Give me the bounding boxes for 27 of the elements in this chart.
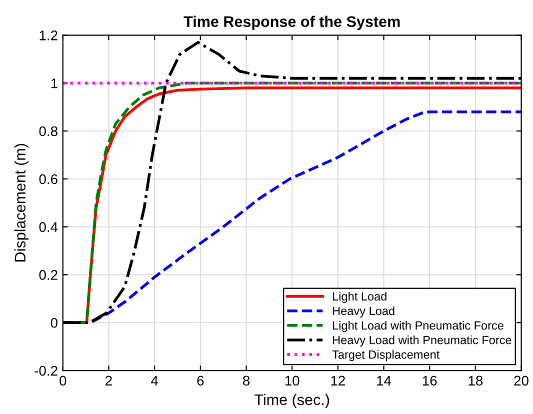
- x-tick-label: 16: [422, 376, 437, 386]
- x-axis-title: Time (sec.): [254, 394, 330, 408]
- y-tick-label: 0.8: [39, 126, 58, 136]
- y-tick-label: -0.2: [34, 366, 58, 376]
- x-tick-label: 0: [60, 376, 66, 386]
- x-tick-label: 12: [331, 376, 345, 386]
- x-tick-label: 14: [377, 376, 392, 386]
- y-tick-label: 1: [51, 78, 58, 88]
- legend-label: Heavy Load with Pneumatic Force: [333, 336, 512, 347]
- y-tick-label: 0: [50, 318, 58, 328]
- y-tick-label: 0.4: [39, 222, 58, 232]
- x-tick-label: 2: [106, 376, 112, 386]
- legend-label: Light Load: [333, 292, 386, 303]
- legend-label: Target Displacement: [332, 350, 440, 362]
- x-tick-label: 8: [242, 376, 250, 386]
- x-tick-label: 10: [285, 376, 300, 386]
- chart-title: Time Response of the System: [184, 16, 400, 30]
- y-tick-label: 1.2: [40, 30, 58, 40]
- x-tick-label: 4: [151, 376, 158, 386]
- y-tick-label: 0.2: [39, 270, 58, 280]
- legend-label: Heavy Load: [333, 306, 394, 318]
- y-axis-title: Displacement (m): [14, 144, 29, 262]
- x-tick-label: 20: [514, 376, 528, 386]
- legend-label: Light Load with Pneumatic Force: [333, 320, 504, 332]
- x-tick-label: 18: [468, 376, 483, 386]
- y-tick-label: 0.6: [39, 174, 58, 184]
- x-tick-label: 6: [197, 376, 204, 386]
